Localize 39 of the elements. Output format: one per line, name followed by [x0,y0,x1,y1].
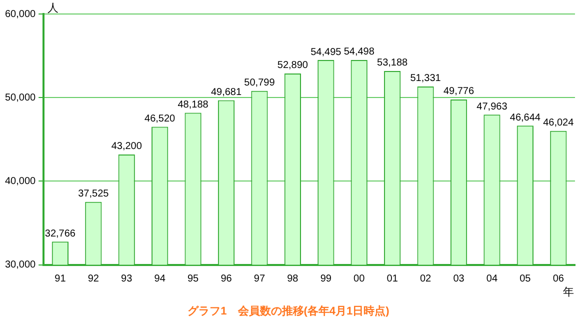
x-tick-label: 98 [287,274,299,285]
data-label: 54,498 [344,46,375,58]
x-tick-label: 06 [552,274,564,285]
data-label: 43,200 [111,141,142,152]
data-label: 53,188 [377,58,408,69]
y-tick-label: 50,000 [4,92,36,104]
x-tick-label: 02 [420,274,432,285]
x-tick-label: 94 [154,274,166,285]
x-tick-label: 97 [254,274,266,285]
data-label: 46,024 [543,118,574,129]
y-tick-label: 30,000 [4,260,36,271]
data-label: 52,890 [277,60,308,72]
y-axis-title: 人 [48,2,59,15]
data-label: 48,188 [178,100,209,110]
x-tick-label: 91 [54,274,66,285]
x-tick-label: 05 [520,274,532,285]
y-tick-label: 60,000 [4,8,36,20]
data-label: 50,799 [244,78,276,89]
y-tick-label: 40,000 [4,176,36,187]
x-tick-label: 00 [354,274,366,285]
x-tick-label: 99 [320,274,332,285]
data-label: 47,963 [476,101,508,112]
x-tick-label: 95 [187,274,200,285]
x-tick-label: 96 [220,274,232,285]
data-label: 51,331 [410,73,442,84]
x-tick-label: 93 [121,274,133,285]
data-label: 54,495 [310,46,342,58]
data-label: 46,644 [510,112,541,124]
data-label: 37,525 [78,188,110,200]
data-label: 49,776 [443,86,474,98]
x-tick-label: 01 [386,274,398,285]
x-axis-title: 年 [563,286,574,298]
data-label: 32,766 [44,228,76,240]
x-tick-label: 03 [453,274,465,285]
text: グラフ1 会員数の推移(各年4月1日時点) [188,304,390,318]
x-tick-label: 04 [486,274,498,285]
data-label: 49,681 [210,87,242,98]
data-label: 46,520 [144,113,176,124]
x-tick-label: 92 [88,274,100,285]
